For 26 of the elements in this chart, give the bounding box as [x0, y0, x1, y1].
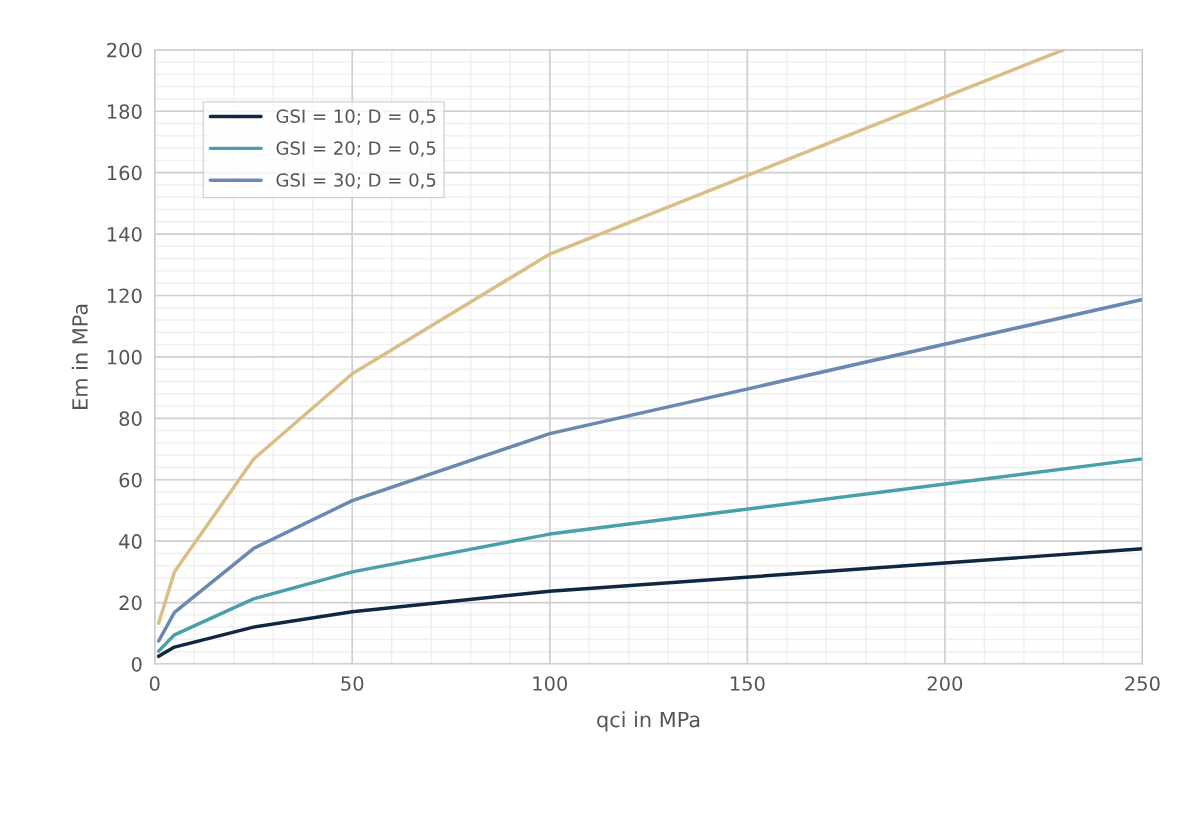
x-axis-title: qci in MPa	[597, 711, 700, 732]
legend-label: GSI = 30; D = 0,5	[276, 173, 436, 189]
x-tick-label: 0	[149, 676, 160, 691]
x-tick-label: 100	[533, 676, 568, 691]
y-tick-label: 60	[119, 472, 142, 488]
x-tick-label: 50	[341, 676, 364, 691]
y-tick-label: 80	[119, 411, 142, 426]
legend-label: GSI = 10; D = 0,5	[276, 109, 436, 125]
y-axis-title: Em in MPa	[71, 304, 88, 409]
line-series	[156, 547, 1143, 659]
x-tick-label: 200	[927, 676, 963, 691]
y-tick-label: 20	[119, 595, 142, 611]
line-series	[156, 49, 1066, 625]
x-tick-label: 150	[730, 676, 765, 691]
line-series	[156, 457, 1143, 653]
y-tick-label: 180	[107, 104, 142, 119]
y-tick-label: 40	[119, 534, 142, 549]
y-tick-label: 0	[131, 656, 142, 672]
y-tick-label: 100	[107, 349, 142, 365]
x-tick-label: 250	[1125, 676, 1160, 691]
y-tick-label: 120	[107, 288, 142, 304]
y-tick-label: 160	[107, 165, 142, 181]
line-series	[156, 297, 1143, 643]
legend-label: GSI = 20; D = 0,5	[276, 141, 436, 157]
y-tick-label: 200	[107, 42, 142, 58]
y-tick-label: 140	[107, 227, 142, 242]
